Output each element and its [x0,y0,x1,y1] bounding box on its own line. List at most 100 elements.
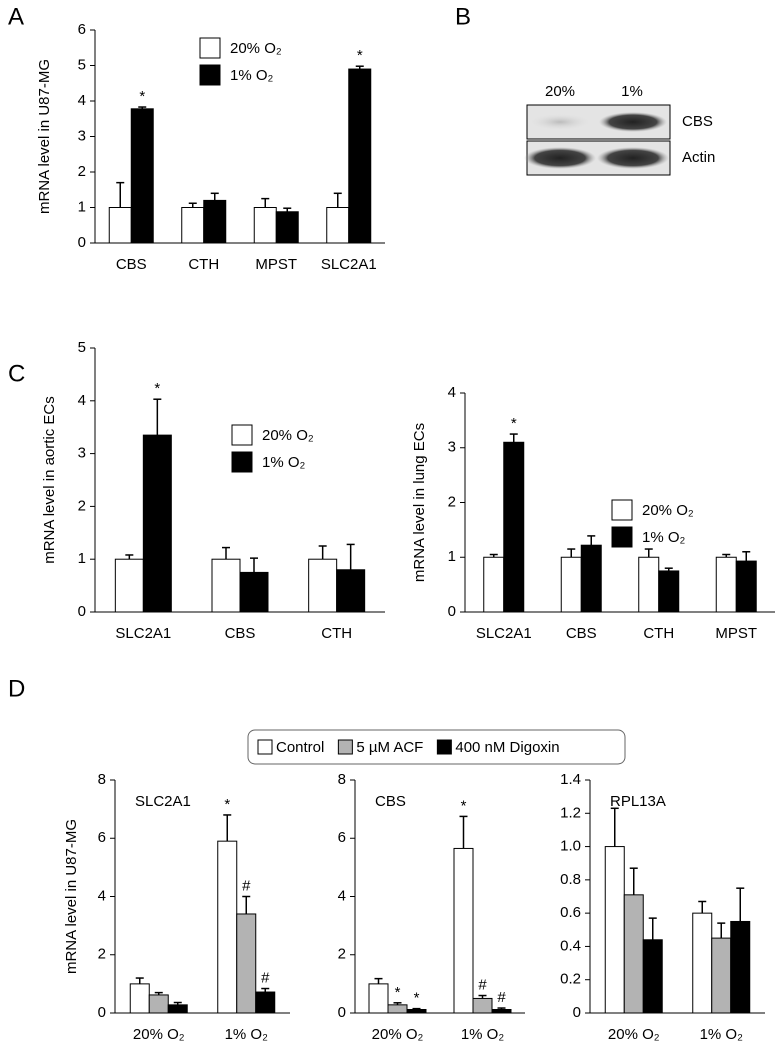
y-tick-label: 0 [78,234,86,251]
bar [114,558,144,613]
legend-swatch [611,499,633,521]
x-tick-label: CTH [643,625,674,642]
bar [217,840,238,1014]
legend-box [247,729,626,765]
x-tick-label: CBS [225,625,256,642]
bar [181,207,205,244]
bar [348,68,372,244]
y-tick-label: 1 [448,548,456,565]
panel-label: B [455,3,471,30]
annotation: * [224,796,230,813]
bar [148,994,169,1014]
legend-label: 20% O₂ [262,427,314,444]
x-tick-label: 20% O₂ [133,1026,185,1043]
y-tick-label: 0.4 [560,937,581,954]
lane-label: 20% [545,83,575,100]
panel-label: C [8,360,25,387]
bar [560,556,582,613]
row-label: Actin [682,149,715,166]
bar [491,1009,512,1014]
x-tick-label: SLC2A1 [115,625,171,642]
bar [453,847,474,1014]
legend-swatch [257,739,273,755]
y-tick-label: 2 [78,497,86,514]
annotation: # [242,877,251,894]
y-tick-label: 3 [448,439,456,456]
y-tick-label: 6 [98,829,106,846]
y-tick-label: 0 [98,1004,106,1021]
bar [715,556,737,613]
bar [406,1009,427,1014]
x-tick-label: CBS [116,256,147,273]
legend-label: 1% O₂ [262,454,306,471]
bar [638,556,660,613]
y-axis-label: mRNA level in aortic ECs [41,396,58,564]
bar [642,939,663,1014]
y-tick-label: 2 [338,946,346,963]
bar [130,108,154,244]
y-tick-label: 1.0 [560,838,581,855]
bar [308,558,338,613]
legend-label: 20% O₂ [230,40,282,57]
bar [129,983,150,1014]
bar [236,913,257,1014]
chart-title: SLC2A1 [135,793,191,810]
y-tick-label: 0.2 [560,971,581,988]
annotation: * [395,984,401,1001]
bar [239,571,269,613]
y-tick-label: 2 [78,163,86,180]
y-tick-label: 4 [78,392,86,409]
bar [735,560,757,613]
legend-label: 400 nM Digoxin [455,739,559,756]
y-tick-label: 0 [338,1004,346,1021]
legend-swatch [231,424,253,446]
y-tick-label: 1.2 [560,804,581,821]
y-tick-label: 1 [78,550,86,567]
bar [108,207,132,244]
x-tick-label: SLC2A1 [476,625,532,642]
y-tick-label: 8 [338,771,346,788]
bar [336,569,366,613]
x-tick-label: CTH [188,256,219,273]
bar [658,570,680,613]
annotation: # [497,989,506,1006]
annotation: # [478,976,487,993]
y-tick-label: 8 [98,771,106,788]
bar [203,199,227,244]
y-tick-label: 6 [338,829,346,846]
y-tick-label: 5 [78,339,86,356]
legend-swatch [199,64,221,86]
legend-swatch [337,739,353,755]
x-tick-label: MPST [715,625,757,642]
bar [142,434,172,613]
x-tick-label: 1% O₂ [225,1026,269,1043]
legend-swatch [436,739,452,755]
y-tick-label: 2 [448,493,456,510]
legend-swatch [231,451,253,473]
bar [326,207,350,244]
legend-label: 20% O₂ [642,502,694,519]
y-tick-label: 0.6 [560,904,581,921]
bar [604,846,625,1014]
bar [483,556,505,613]
y-tick-label: 5 [78,56,86,73]
y-axis-label: mRNA level in U87-MG [36,59,53,214]
bar [253,207,277,244]
legend-label: 1% O₂ [230,67,274,84]
x-tick-label: 20% O₂ [372,1026,424,1043]
row-label: CBS [682,113,713,130]
bar [580,544,602,613]
lane-label: 1% [621,83,643,100]
y-tick-label: 0.8 [560,871,581,888]
bar [255,991,276,1014]
y-tick-label: 0 [573,1004,581,1021]
bar [623,894,644,1014]
annotation: * [414,990,420,1007]
y-tick-label: 3 [78,127,86,144]
bar [692,912,713,1014]
blot-band [524,147,596,169]
y-tick-label: 2 [98,946,106,963]
y-tick-label: 1.4 [560,771,581,788]
y-tick-label: 0 [78,603,86,620]
annotation: * [511,415,517,432]
